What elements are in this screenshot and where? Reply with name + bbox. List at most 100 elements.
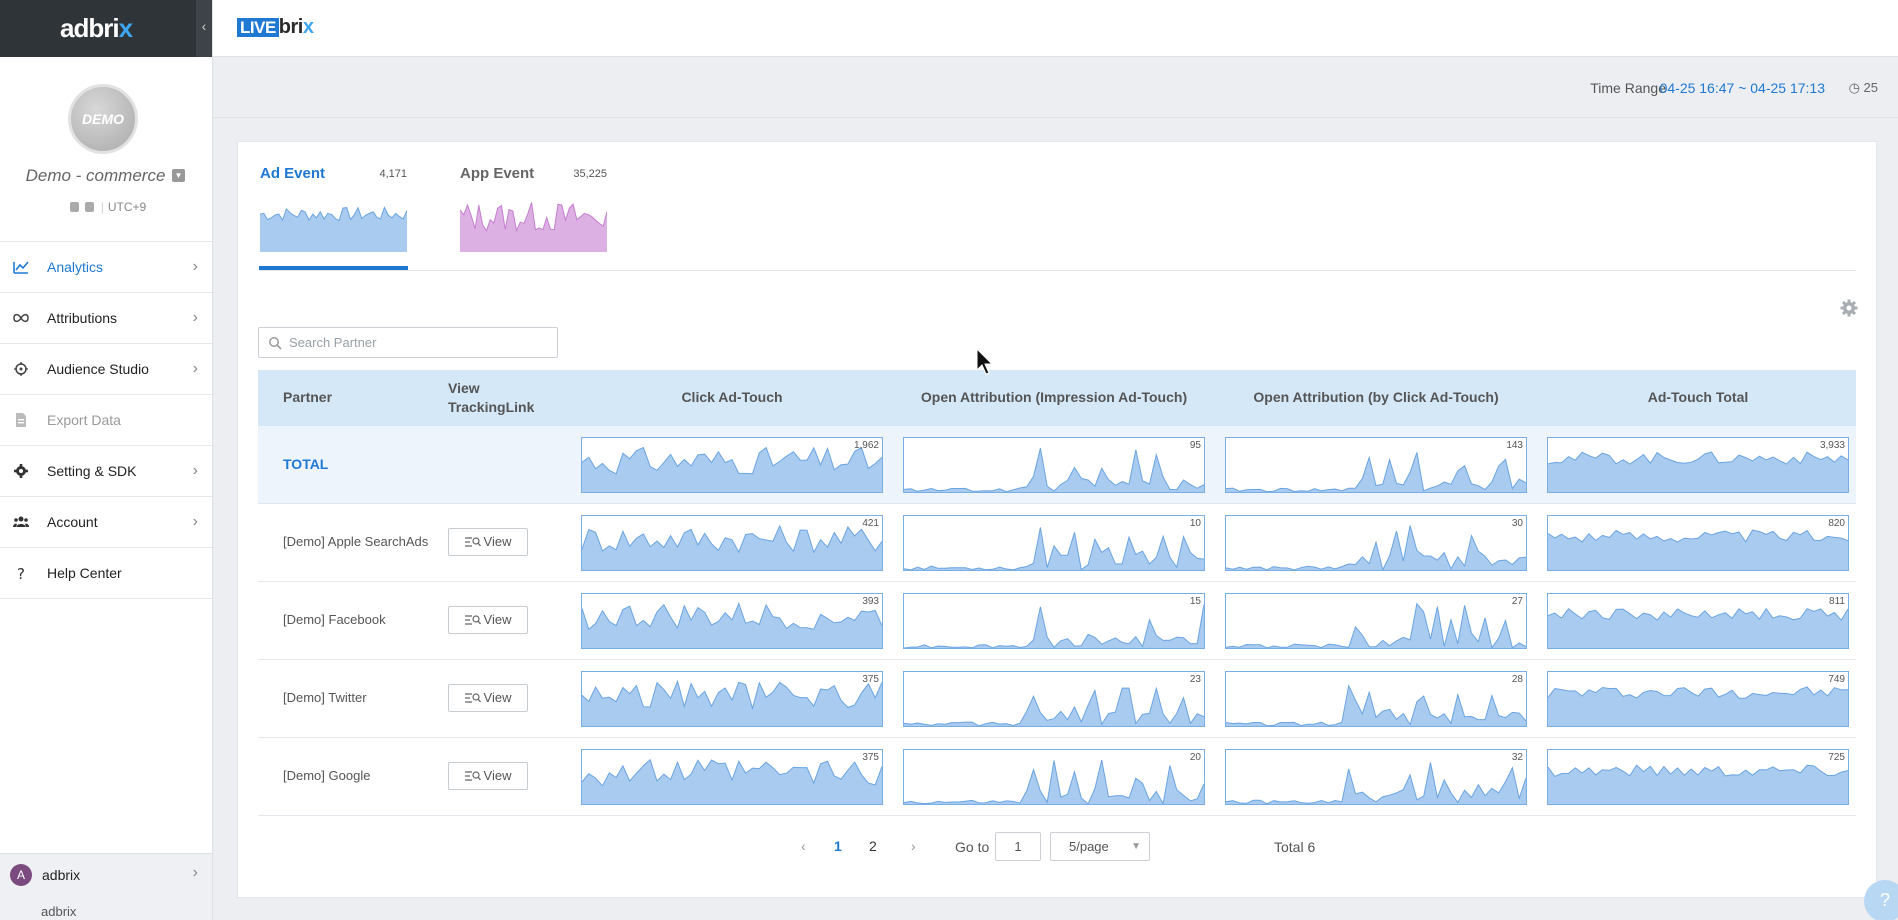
sidebar-item-label: Attributions [47,310,118,326]
top-header: LIVE brix [213,0,1898,57]
sidebar-item-audience-studio[interactable]: Audience Studio › [0,344,212,395]
sparkline-value: 28 [1511,674,1523,685]
sparkline-cell[interactable]: 23 [903,671,1205,727]
app-name[interactable]: Demo - commerce [0,166,213,186]
total-row: TOTAL 1,962 95 143 3,933 [258,426,1856,504]
sparkline-cell[interactable]: 375 [581,749,883,805]
prev-page-button[interactable]: ‹ [801,838,806,854]
view-tracking-link-button[interactable]: View [448,762,528,790]
header-open-attr-impression[interactable]: Open Attribution (Impression Ad-Touch) [920,389,1188,405]
apple-icon [84,202,94,212]
next-page-button[interactable]: › [911,838,916,854]
table-body: TOTAL 1,962 95 143 3,933 [Demo] Apple SearchA… [258,426,1856,816]
sidebar-item-attributions[interactable]: Attributions › [0,293,212,344]
sidebar: adbrix ‹ DEMO Demo - commerce ▼ | UTC+9 A… [0,0,213,920]
sparkline-cell[interactable]: 3,933 [1547,437,1849,493]
adbrix-logo[interactable]: adbrix [60,13,134,44]
sidebar-item-account[interactable]: Account › [0,497,212,548]
sparkline-cell[interactable]: 32 [1225,749,1527,805]
header-partner[interactable]: Partner [283,389,333,405]
sparkline-cell[interactable]: 393 [581,593,883,649]
time-range-value[interactable]: 04-25 16:47 ~ 04-25 17:13 [1659,80,1825,96]
livebrix-logo[interactable]: LIVE brix [237,16,314,39]
sparkline [1548,607,1848,648]
partner-name[interactable]: [Demo] Apple SearchAds [283,534,429,549]
collapse-sidebar-button[interactable]: ‹ [196,0,212,57]
sparkline [904,759,1204,804]
search-input[interactable] [289,332,549,353]
sparkline [1226,602,1526,648]
sparkline-cell[interactable]: 10 [903,515,1205,571]
sparkline-cell[interactable]: 20 [903,749,1205,805]
sparkline-value: 421 [862,518,879,529]
partner-name[interactable]: [Demo] Twitter [283,690,367,705]
view-label: View [483,690,512,705]
sparkline-cell[interactable]: 375 [581,671,883,727]
tab-app-event-sparkline [460,202,607,252]
sparkline-value: 725 [1828,752,1845,763]
tab-ad-event-label: Ad Event [260,165,326,182]
tab-ad-event-sparkline [260,206,407,252]
sparkline-cell[interactable]: 811 [1547,593,1849,649]
sparkline-cell[interactable]: 27 [1225,593,1527,649]
sparkline-value: 23 [1189,674,1201,685]
sparkline [582,524,882,570]
help-fab-button[interactable]: ? [1864,880,1898,920]
sparkline-value: 820 [1828,518,1845,529]
main-card: Ad Event 4,171 App Event 35,225 Partner … [237,141,1877,898]
sparkline-cell[interactable]: 725 [1547,749,1849,805]
sparkline-cell[interactable]: 143 [1225,437,1527,493]
page-1-button[interactable]: 1 [834,838,842,854]
sparkline-cell[interactable]: 749 [1547,671,1849,727]
sidebar-item-analytics[interactable]: Analytics › [0,242,212,293]
sidebar-item-label: Account [47,514,98,530]
sparkline-cell[interactable]: 30 [1225,515,1527,571]
page-size-select[interactable]: 5/page ▼ [1050,832,1150,861]
sparkline-cell[interactable]: 15 [903,593,1205,649]
sparkline [904,604,1204,648]
sidebar-header: adbrix ‹ [0,0,212,57]
goto-page-input[interactable] [995,832,1041,861]
page-size-value: 5/page [1069,839,1109,854]
sparkline-cell[interactable]: 421 [581,515,883,571]
partner-name[interactable]: [Demo] Google [283,768,371,783]
tab-ad-event[interactable]: Ad Event 4,171 [260,165,407,275]
tab-app-event[interactable]: App Event 35,225 [460,165,607,275]
sparkline-cell[interactable]: 820 [1547,515,1849,571]
view-tracking-link-button[interactable]: View [448,606,528,634]
sidebar-item-help-center[interactable]: ? Help Center [0,548,212,599]
logo-accent: x [118,13,134,43]
android-icon [69,202,79,212]
table-row: [Demo] Apple SearchAds View 421 10 30 820 [258,504,1856,582]
app-dropdown-icon[interactable]: ▼ [172,169,185,182]
sparkline-cell[interactable]: 28 [1225,671,1527,727]
sidebar-item-setting-sdk[interactable]: Setting & SDK › [0,446,212,497]
sparkline-cell[interactable]: 1,962 [581,437,883,493]
sparkline-value: 375 [862,752,879,763]
refresh-interval[interactable]: ◷ 25 [1848,80,1878,95]
chevron-right-icon: › [192,462,198,479]
logo-text: adbri [60,13,120,43]
view-tracking-link-button[interactable]: View [448,684,528,712]
sidebar-item-label: Export Data [47,412,121,428]
sparkline-value: 32 [1511,752,1523,763]
sparkline-cell[interactable]: 95 [903,437,1205,493]
sidebar-item-export-data[interactable]: Export Data [0,395,212,446]
logo-live: LIVE [237,18,279,37]
header-click-ad-touch[interactable]: Click Ad-Touch [681,389,783,405]
header-ad-touch-total[interactable]: Ad-Touch Total [1647,389,1749,405]
user-menu[interactable]: A adbrix › adbrix [0,853,212,920]
sparkline [1548,529,1848,570]
time-range-label: Time Range [1590,80,1666,96]
sparkline [1548,764,1848,804]
search-box [258,327,558,358]
table-row: [Demo] Facebook View 393 15 27 811 [258,582,1856,660]
page-2-button[interactable]: 2 [869,838,877,854]
sparkline [582,602,882,648]
header-open-attr-click[interactable]: Open Attribution (by Click Ad-Touch) [1253,389,1499,405]
partner-name[interactable]: [Demo] Facebook [283,612,386,627]
view-tracking-link-button[interactable]: View [448,528,528,556]
sparkline-value: 143 [1506,440,1523,451]
gear-icon[interactable] [1840,299,1858,317]
platform-info: | UTC+9 [0,200,213,214]
